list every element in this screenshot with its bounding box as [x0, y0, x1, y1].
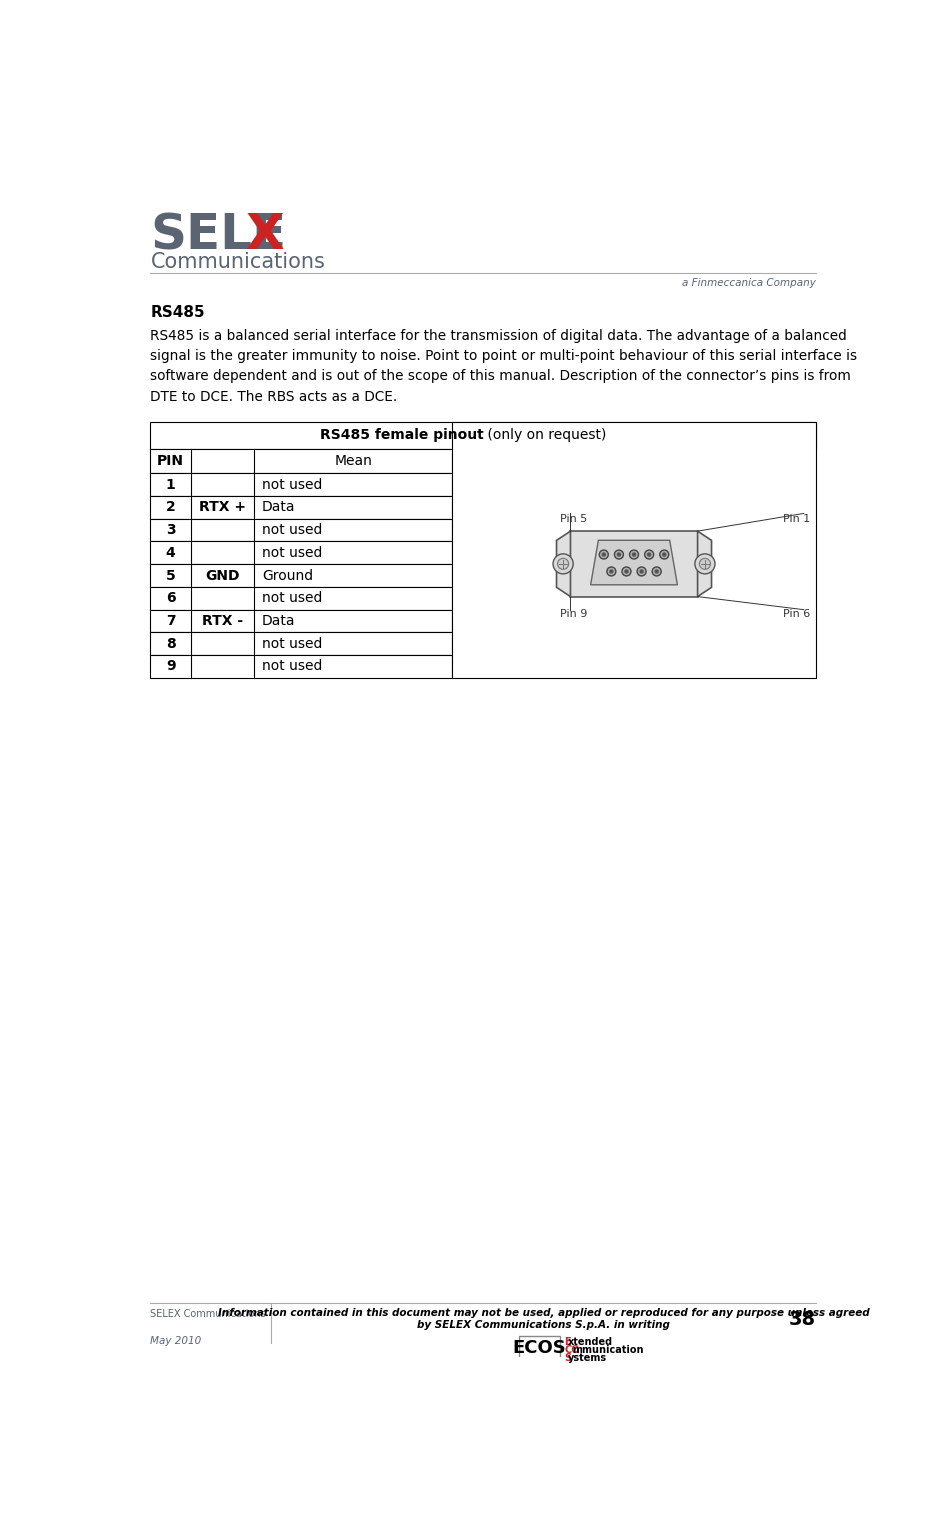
Circle shape [662, 552, 667, 557]
Text: 5: 5 [166, 569, 175, 583]
Bar [519, 1336, 560, 1360]
Text: Data: Data [262, 500, 295, 514]
Text: E: E [564, 1337, 571, 1347]
Text: not used: not used [262, 523, 323, 537]
Circle shape [632, 552, 637, 557]
Text: signal is the greater immunity to noise. Point to point or multi-point behaviour: signal is the greater immunity to noise.… [151, 349, 857, 363]
Text: S: S [564, 1353, 571, 1363]
Text: PIN: PIN [157, 454, 184, 468]
Text: CO: CO [564, 1345, 580, 1356]
Circle shape [557, 558, 569, 569]
Circle shape [639, 569, 644, 573]
Circle shape [607, 567, 616, 576]
Bar [151, 587, 452, 610]
Bar [151, 518, 452, 541]
Circle shape [615, 551, 623, 560]
Bar [151, 633, 452, 656]
Circle shape [695, 554, 715, 573]
FancyBboxPatch shape [571, 531, 698, 596]
Text: 4: 4 [166, 546, 175, 560]
Text: 38: 38 [789, 1310, 816, 1328]
Text: RS485 female pinout: RS485 female pinout [320, 429, 484, 442]
Circle shape [609, 569, 614, 573]
Text: Data: Data [262, 615, 295, 628]
Circle shape [630, 551, 638, 560]
Text: RTX +: RTX + [199, 500, 246, 514]
Text: Information contained in this document may not be used, applied or reproduced fo: Information contained in this document m… [218, 1308, 869, 1330]
Text: SELE: SELE [151, 212, 287, 259]
Text: Communications: Communications [151, 252, 325, 271]
Bar [151, 422, 816, 448]
Bar [151, 656, 452, 677]
Bar [151, 610, 452, 633]
Text: (only on request): (only on request) [484, 429, 606, 442]
Text: Mean: Mean [334, 454, 372, 468]
Circle shape [647, 552, 652, 557]
Text: May 2010: May 2010 [151, 1336, 202, 1345]
Circle shape [617, 552, 621, 557]
Circle shape [700, 558, 710, 569]
Circle shape [637, 567, 646, 576]
Bar [151, 541, 452, 564]
Text: SELEX Communications: SELEX Communications [151, 1308, 266, 1319]
Text: 1: 1 [166, 477, 175, 491]
Text: Pin 5: Pin 5 [560, 514, 587, 525]
Text: 3: 3 [166, 523, 175, 537]
Circle shape [600, 551, 608, 560]
Polygon shape [590, 540, 677, 584]
Bar [151, 473, 452, 496]
Text: not used: not used [262, 546, 323, 560]
Text: 2: 2 [166, 500, 175, 514]
Text: ECOS: ECOS [513, 1339, 567, 1357]
Text: 9: 9 [166, 659, 175, 674]
Circle shape [654, 569, 659, 573]
Text: RS485: RS485 [151, 305, 205, 320]
Text: not used: not used [262, 636, 323, 651]
Polygon shape [556, 531, 571, 596]
Text: Pin 9: Pin 9 [560, 608, 587, 619]
Circle shape [553, 554, 573, 573]
Text: not used: not used [262, 477, 323, 491]
Text: a Finmeccanica Company: a Finmeccanica Company [683, 279, 816, 288]
Text: xtended: xtended [568, 1337, 613, 1347]
Text: software dependent and is out of the scope of this manual. Description of the co: software dependent and is out of the sco… [151, 369, 852, 383]
Text: RTX -: RTX - [202, 615, 243, 628]
Circle shape [622, 567, 631, 576]
Text: mmunication: mmunication [572, 1345, 643, 1356]
Circle shape [660, 551, 669, 560]
Circle shape [624, 569, 629, 573]
Text: 8: 8 [166, 636, 175, 651]
Bar [151, 496, 452, 518]
Circle shape [653, 567, 661, 576]
Text: RS485 is a balanced serial interface for the transmission of digital data. The a: RS485 is a balanced serial interface for… [151, 328, 847, 343]
Text: 7: 7 [166, 615, 175, 628]
Text: GND: GND [206, 569, 240, 583]
Text: X: X [245, 212, 284, 259]
Text: Pin 6: Pin 6 [783, 608, 810, 619]
Bar [151, 564, 452, 587]
Text: DTE to DCE. The RBS acts as a DCE.: DTE to DCE. The RBS acts as a DCE. [151, 390, 398, 404]
Polygon shape [698, 531, 712, 596]
Bar [151, 448, 452, 473]
Bar [452, 422, 816, 677]
Text: 6: 6 [166, 592, 175, 605]
Circle shape [645, 551, 653, 560]
Text: not used: not used [262, 659, 323, 674]
Circle shape [602, 552, 606, 557]
Text: ystems: ystems [568, 1353, 607, 1363]
Text: Ground: Ground [262, 569, 313, 583]
Text: not used: not used [262, 592, 323, 605]
Text: Pin 1: Pin 1 [783, 514, 810, 525]
